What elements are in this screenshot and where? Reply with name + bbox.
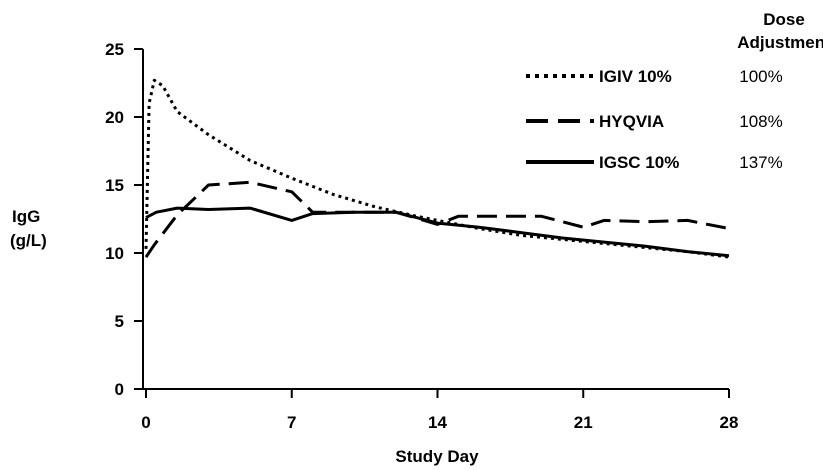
- y-tick-label: 0: [115, 380, 124, 399]
- y-tick-label: 10: [105, 244, 124, 263]
- axes: [142, 49, 729, 390]
- legend-dose-header-line1: Dose: [763, 10, 805, 29]
- legend-series-name: IGSC 10%: [599, 153, 679, 172]
- y-tick-label: 15: [105, 176, 124, 195]
- y-tick-label: 25: [105, 40, 124, 59]
- legend-dose-value: 100%: [739, 67, 782, 86]
- x-tick-label: 28: [720, 413, 739, 432]
- x-tick-label: 0: [141, 413, 150, 432]
- legend: IGIV 10% 100% HYQVIA 108% IGSC 10% 137%: [526, 67, 783, 172]
- legend-dose-value: 137%: [739, 153, 782, 172]
- y-tick-label: 20: [105, 108, 124, 127]
- series-layer: [144, 78, 730, 259]
- x-ticks: 0 7 14 21 28: [141, 389, 738, 432]
- y-tick-label: 5: [115, 312, 124, 331]
- series-line-3: [145, 206, 730, 258]
- y-axis-title-line2: (g/L): [10, 231, 47, 250]
- x-axis-title: Study Day: [395, 447, 479, 466]
- y-ticks: 0 5 10 15 20 25: [105, 40, 143, 399]
- legend-dose-header-line2: Adjustment: [737, 33, 823, 52]
- legend-dose-value: 108%: [739, 112, 782, 131]
- legend-series-name: IGIV 10%: [599, 67, 672, 86]
- x-tick-label: 7: [287, 413, 296, 432]
- legend-series-name: HYQVIA: [599, 112, 664, 131]
- y-axis-title-line1: IgG: [12, 207, 40, 226]
- x-tick-label: 21: [574, 413, 593, 432]
- x-tick-label: 14: [428, 413, 447, 432]
